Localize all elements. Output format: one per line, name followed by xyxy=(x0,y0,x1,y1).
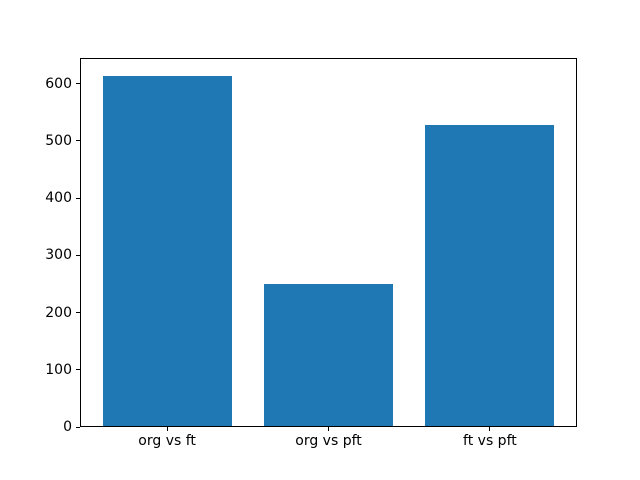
y-tick-mark xyxy=(76,83,80,85)
y-tick-mark xyxy=(76,140,80,142)
y-tick-label: 400 xyxy=(45,190,72,207)
x-tick-mark xyxy=(328,427,329,431)
y-tick-label: 300 xyxy=(45,247,72,264)
x-tick-label-org-vs-ft: org vs ft xyxy=(138,433,196,449)
y-tick-label: 0 xyxy=(63,419,72,435)
y-tick-mark xyxy=(76,254,80,256)
bar-ft-vs-pft xyxy=(425,125,555,427)
bar-org-vs-ft xyxy=(102,75,232,427)
bar-org-vs-pft xyxy=(264,283,394,427)
y-tick-mark xyxy=(76,312,80,313)
plot-area xyxy=(80,58,577,427)
x-tick-label-org-vs-pft: org vs pft xyxy=(295,433,362,449)
y-tick-label: 500 xyxy=(45,132,72,149)
y-tick-mark xyxy=(76,426,80,428)
x-tick-mark xyxy=(489,427,491,431)
x-tick-mark xyxy=(166,427,168,431)
y-tick-label: 200 xyxy=(45,304,72,321)
y-tick-label: 600 xyxy=(45,75,72,92)
y-tick-label: 100 xyxy=(45,361,72,378)
y-tick-mark xyxy=(76,197,80,199)
y-tick-mark xyxy=(76,369,80,371)
x-tick-label-ft-vs-pft: ft vs pft xyxy=(463,433,517,449)
